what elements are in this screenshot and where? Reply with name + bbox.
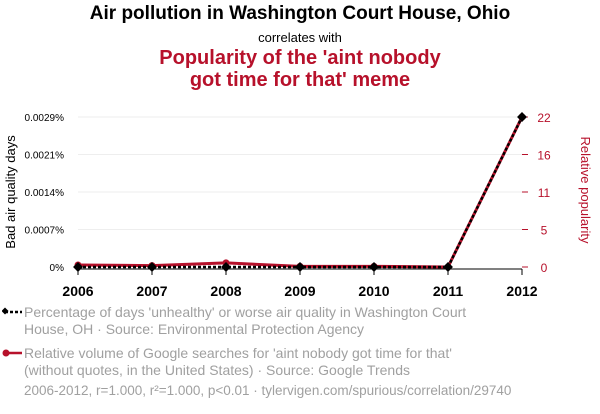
x-tick-label: 2012: [506, 283, 537, 299]
y-tick-label-right: 5: [541, 224, 548, 238]
legend-marker-1: [2, 307, 22, 315]
y-tick-label-left: 0.0014%: [25, 188, 65, 199]
x-tick-label: 2010: [358, 283, 389, 299]
series-1-point: [369, 262, 379, 272]
y-tick-label-right: 11: [538, 186, 551, 200]
y-axis-title-left: Bad air quality days: [3, 135, 18, 249]
x-tick-label: 2006: [62, 283, 93, 299]
legend-marker-2: [2, 349, 22, 357]
y-tick-label-left: 0%: [50, 263, 65, 274]
chart-connector-text: correlates with: [258, 30, 342, 45]
series-1-point: [221, 262, 231, 272]
series-1-point: [517, 112, 527, 122]
series-1-point: [443, 262, 453, 272]
series-1-point: [295, 262, 305, 272]
y-tick-label-left: 0.0029%: [25, 113, 65, 124]
y-tick-label-right: 0: [541, 261, 548, 275]
x-tick-label: 2009: [284, 283, 315, 299]
legend-entry-2: Relative volume of Google searches for '…: [24, 345, 452, 378]
chart-title: Air pollution in Washington Court House,…: [89, 3, 511, 24]
y-tick-label-right: 16: [537, 149, 551, 163]
y-tick-label-left: 0.0021%: [25, 151, 65, 162]
x-tick-label: 2007: [136, 283, 167, 299]
y-axis-title-right: Relative popularity: [578, 137, 593, 244]
y-tick-label-left: 0.0007%: [25, 226, 65, 237]
legend-entry-1: Percentage of days 'unhealthy' or worse …: [24, 304, 467, 337]
x-tick-label: 2008: [210, 283, 241, 299]
x-tick-label: 2011: [433, 283, 464, 299]
chart-secondary-title: Popularity of the 'aint nobody got time …: [159, 47, 441, 91]
chart-footer: 2006-2012, r=1.000, r²=1.000, p<0.01 · t…: [24, 383, 512, 398]
y-tick-label-right: 22: [537, 111, 551, 125]
series-1-point: [147, 262, 157, 272]
